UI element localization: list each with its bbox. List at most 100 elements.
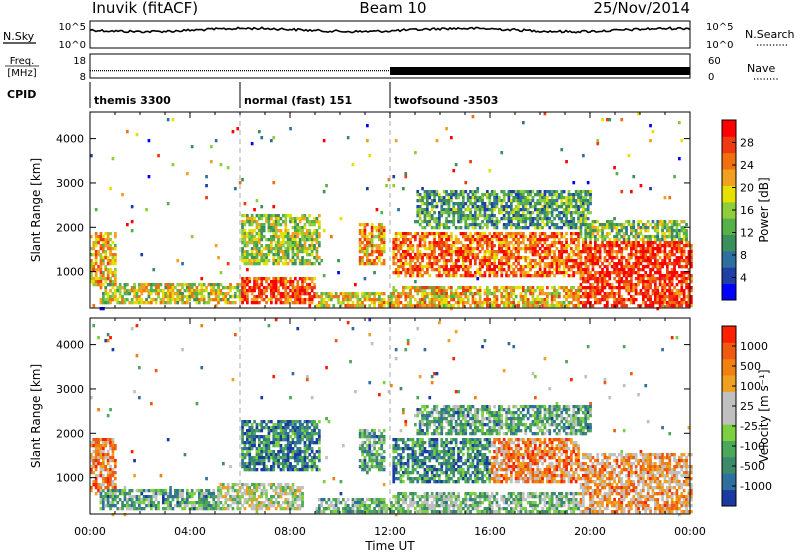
power-colorbar-swatch [722,152,736,170]
power-cell [644,271,648,275]
power-cell [440,250,444,254]
power-cell [606,241,609,245]
power-cell [270,280,273,284]
power-cell [651,235,655,239]
power-cell [687,286,691,290]
velocity-cell [111,438,115,442]
power-cell [440,253,444,257]
power-cell [243,202,247,206]
power-cell [466,271,470,275]
power-cell [536,244,540,248]
power-cell [387,178,391,182]
power-cell [303,277,307,281]
power-cell [277,286,280,290]
power-cell [250,259,254,263]
power-cell [274,223,278,227]
power-cell [690,289,693,293]
power-cell [442,235,446,239]
power-cell [320,259,324,263]
velocity-cell [102,501,105,505]
power-cell [577,193,580,197]
power-cell [507,265,511,269]
power-cell [550,304,554,308]
power-cell [574,262,578,266]
power-cell [138,301,141,305]
freq-point [600,67,602,75]
power-cell [114,271,117,275]
power-cell [634,265,638,269]
power-cell [471,202,475,206]
power-cell [495,235,499,239]
power-cell [253,301,256,305]
power-cell [193,292,196,296]
freq-point [142,70,143,72]
power-cell [512,214,516,218]
power-cell [565,286,568,290]
freq-point [614,67,616,75]
power-cell [658,268,662,272]
velocity-cell [111,492,115,496]
power-cell [606,223,609,227]
power-cell [231,301,235,305]
power-cell [406,238,410,242]
power-cell [298,238,302,242]
power-cell [613,292,616,296]
freq-point [326,70,327,72]
power-cell [661,289,664,293]
power-cell [476,256,480,260]
velocity-cell [109,456,112,460]
power-cell [442,265,446,269]
power-cell [354,295,357,299]
power-cell [250,250,254,254]
power-cell [562,220,566,224]
power-cell [649,283,652,287]
power-cell [524,235,528,239]
velocity-cell [106,333,110,337]
power-cell [313,292,316,296]
power-cell [649,304,652,308]
power-cell [404,259,408,263]
power-cell [577,253,580,257]
power-cell [658,256,662,260]
power-cell [546,253,549,257]
power-cell [478,286,482,290]
power-cell [519,295,523,299]
power-cell [627,280,631,284]
power-cell [217,298,220,302]
power-cell [260,214,264,218]
power-cell [464,214,468,218]
power-cell [589,274,592,278]
power-cell [656,238,660,242]
power-cell [462,247,465,251]
power-cell [498,268,501,272]
power-cell [510,241,513,245]
power-cell [284,286,288,290]
power-cell [490,301,494,305]
freq-point [272,70,273,72]
power-cell [337,301,340,305]
power-cell [452,193,456,197]
power-cell [512,190,516,194]
power-cell [315,259,319,263]
freq-point [490,67,492,75]
velocity-cell [150,489,153,493]
power-cell [226,166,230,170]
freq-point [530,67,532,75]
power-cell [637,241,640,245]
power-cell [284,235,288,239]
power-cell [195,295,199,299]
power-cell [435,268,439,272]
power-cell [620,262,624,266]
power-cell [433,262,436,266]
freq-point [452,67,454,75]
power-cell [498,259,501,263]
power-cell [195,292,199,296]
power-cell [550,208,554,212]
power-cell [404,241,408,245]
velocity-cell [111,450,115,454]
power-cell [630,232,633,236]
power-cell [630,280,633,284]
freq-point [298,70,299,72]
power-cell [289,298,292,302]
power-cell [500,199,504,203]
